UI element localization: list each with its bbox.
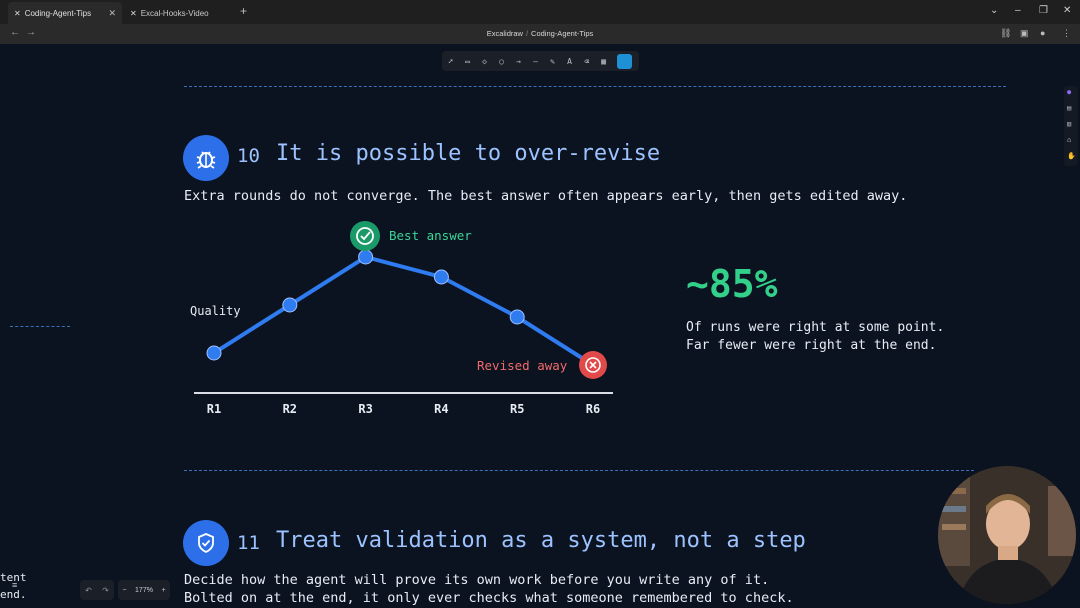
x-tick-label: R3 — [358, 402, 372, 416]
link-icon[interactable]: ⛓ — [1000, 28, 1012, 38]
undo-icon[interactable]: ↶ — [85, 585, 92, 595]
data-point — [282, 297, 298, 313]
save-icon[interactable]: ▣ — [1020, 28, 1029, 38]
document-title: Excalidraw / Coding-Agent-Tips — [486, 29, 594, 38]
more-icon[interactable]: ⋮ — [1062, 28, 1071, 38]
close-tab-icon[interactable]: ✕ — [108, 7, 116, 18]
revised-away-label: Revised away — [477, 358, 568, 373]
sparkle-icon[interactable]: ● — [1067, 88, 1072, 96]
browser-tab-bar: ✕ Coding-Agent-Tips ✕ ✕ Excal-Hooks-Vide… — [0, 0, 1080, 24]
section-title: It is possible to over-revise — [276, 141, 661, 166]
revised-away-annotation: Revised away — [477, 358, 568, 373]
arrow-tool-icon[interactable]: → — [516, 56, 521, 66]
side-panel: ● ▤ ▥ ⌂ ✋ — [1064, 86, 1078, 166]
tab-excal-hooks-video[interactable]: ✕ Excal-Hooks-Video — [124, 2, 236, 24]
menu-icon[interactable]: ≡ — [12, 580, 18, 590]
book-icon[interactable]: ▥ — [1067, 120, 1072, 128]
rectangle-tool-icon[interactable]: ▭ — [465, 56, 470, 66]
x-tick-label: R4 — [434, 402, 448, 416]
tab-label: Coding-Agent-Tips — [24, 8, 92, 18]
stat-line-1: Of runs were right at some point. — [686, 320, 945, 335]
back-arrow-icon[interactable]: ← — [10, 27, 20, 38]
x-tick-label: R2 — [283, 402, 297, 416]
zoom-level[interactable]: 177% — [135, 586, 153, 594]
minimize-button[interactable]: – — [1015, 5, 1021, 16]
line-tool-icon[interactable]: — — [533, 56, 538, 66]
chevron-down-icon[interactable]: ⌄ — [990, 5, 999, 16]
zoom-in-button[interactable]: + — [161, 586, 166, 594]
data-point — [509, 309, 525, 325]
divider-middle — [184, 470, 974, 471]
document-icon[interactable]: ▤ — [1067, 104, 1072, 112]
divider-left — [10, 326, 70, 327]
diamond-tool-icon[interactable]: ◇ — [482, 56, 487, 66]
x-mark — [589, 361, 597, 369]
cutoff-text: end. — [0, 588, 27, 601]
bug-icon — [183, 135, 229, 181]
hand-icon[interactable]: ✋ — [1067, 152, 1076, 160]
check-icon — [356, 227, 374, 245]
new-tab-button[interactable]: + — [240, 4, 248, 18]
x-tick-label: R1 — [207, 402, 221, 416]
select-tool-icon[interactable]: ➚ — [448, 56, 453, 66]
stat-line-2: Far fewer were right at the end. — [686, 338, 937, 353]
section-line-1: Decide how the agent will prove its own … — [184, 572, 770, 588]
zoom-controls: − 177% + — [118, 580, 170, 600]
quality-chart: Quality R1 R2 R3 R4 R5 R6 Best answer Revised… — [190, 221, 613, 416]
x-tick-label: R6 — [586, 402, 600, 416]
lock-icon[interactable]: ⌂ — [1067, 136, 1072, 144]
section-number: 11 — [237, 532, 260, 554]
excalidraw-icon: ✕ — [14, 8, 21, 18]
restore-button[interactable]: ❐ — [1039, 5, 1048, 16]
zoom-out-button[interactable]: − — [122, 586, 127, 594]
drawing-toolbar: ➚ ▭ ◇ ○ → — ✎ A ⌫ ▦ — [442, 51, 639, 71]
excalidraw-icon: ✕ — [130, 8, 137, 18]
text-tool-icon[interactable]: A — [567, 56, 572, 66]
cutoff-text: tent — [0, 571, 27, 584]
section-number: 10 — [237, 145, 260, 167]
divider-top — [184, 86, 1006, 87]
section-subtitle: Extra rounds do not converge. The best a… — [184, 188, 908, 204]
forward-arrow-icon[interactable]: → — [26, 27, 36, 38]
y-axis-label: Quality — [190, 304, 241, 318]
redo-icon[interactable]: ↷ — [102, 585, 109, 595]
pencil-tool-icon[interactable]: ✎ — [550, 56, 555, 66]
section-line-2: Bolted on at the end, it only ever check… — [184, 590, 794, 606]
close-window-button[interactable]: ✕ — [1063, 5, 1072, 16]
x-tick-label: R5 — [510, 402, 524, 416]
data-point — [358, 249, 374, 265]
webcam-overlay — [938, 466, 1076, 604]
title-bar: ← → Excalidraw / Coding-Agent-Tips ⛓ ▣ ● ⋮ — [0, 24, 1080, 44]
avatar[interactable]: ● — [1040, 28, 1046, 38]
series-line — [212, 254, 595, 367]
shield-icon — [183, 520, 229, 566]
undo-redo-bar: ↶ ↷ — [80, 580, 114, 600]
tab-coding-agent-tips[interactable]: ✕ Coding-Agent-Tips ✕ — [8, 2, 122, 24]
frame-tool-icon[interactable]: ▦ — [601, 56, 606, 66]
eraser-tool-icon[interactable]: ⌫ — [584, 56, 589, 66]
x-circle-icon — [585, 357, 601, 373]
best-answer-label: Best answer — [389, 228, 472, 243]
section-title: Treat validation as a system, not a step — [276, 528, 806, 553]
tab-label: Excal-Hooks-Video — [140, 8, 209, 18]
data-point — [206, 345, 222, 361]
active-tool-icon[interactable] — [617, 53, 632, 69]
stat-value: ~85% — [686, 262, 778, 306]
best-answer-annotation: Best answer — [350, 221, 472, 251]
ellipse-tool-icon[interactable]: ○ — [499, 56, 504, 66]
data-point — [433, 269, 449, 285]
